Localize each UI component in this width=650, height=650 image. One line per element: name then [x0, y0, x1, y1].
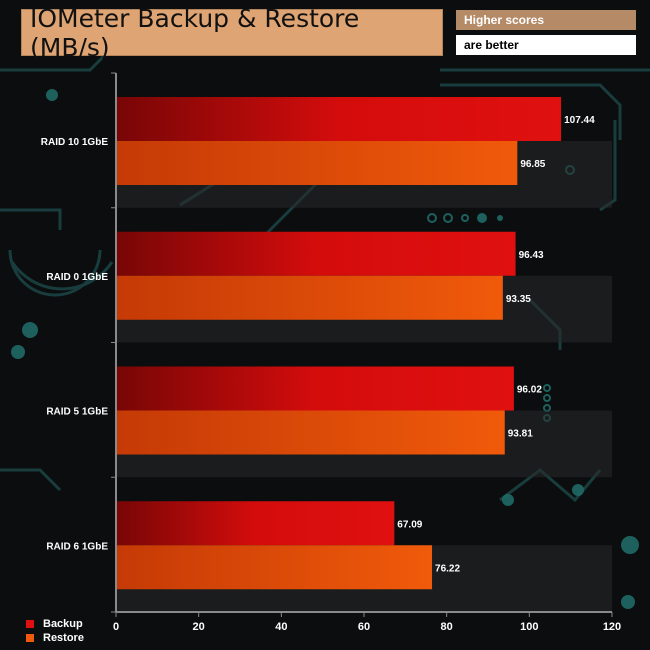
data-label: 93.35 [506, 294, 531, 305]
data-label: 67.09 [397, 519, 422, 530]
bar-restore [117, 141, 518, 185]
x-tick-label: 120 [603, 621, 621, 633]
data-label: 96.85 [520, 159, 545, 170]
x-tick-label: 100 [520, 621, 538, 633]
category-label: RAID 0 1GbE [46, 272, 108, 283]
data-label: 96.43 [519, 250, 544, 261]
legend: Backup Restore [26, 617, 84, 645]
legend-item-restore: Restore [26, 631, 84, 645]
legend-label-backup: Backup [43, 618, 83, 630]
bar-backup [117, 366, 514, 411]
x-tick-label: 80 [441, 621, 453, 633]
legend-swatch-backup [26, 620, 34, 628]
bar-restore [117, 545, 433, 590]
bar-backup [117, 97, 562, 141]
higher-scores-note: Higher scores [456, 10, 636, 30]
category-label: RAID 5 1GbE [46, 407, 108, 418]
bar-restore [117, 275, 503, 320]
bar-backup [117, 501, 395, 546]
legend-swatch-restore [26, 634, 34, 642]
x-tick-label: 20 [193, 621, 205, 633]
category-label: RAID 10 1GbE [41, 137, 109, 148]
data-label: 93.81 [508, 429, 533, 440]
x-tick-label: 0 [113, 621, 119, 633]
legend-label-restore: Restore [43, 632, 84, 644]
are-better-note: are better [456, 35, 636, 55]
bar-backup [117, 231, 516, 276]
data-label: 107.44 [564, 115, 595, 126]
bar-restore [117, 410, 505, 455]
data-label: 96.02 [517, 385, 542, 396]
x-tick-label: 40 [275, 621, 287, 633]
x-tick-label: 60 [358, 621, 370, 633]
category-label: RAID 6 1GbE [46, 541, 108, 552]
data-label: 76.22 [435, 563, 460, 574]
legend-item-backup: Backup [26, 617, 84, 631]
